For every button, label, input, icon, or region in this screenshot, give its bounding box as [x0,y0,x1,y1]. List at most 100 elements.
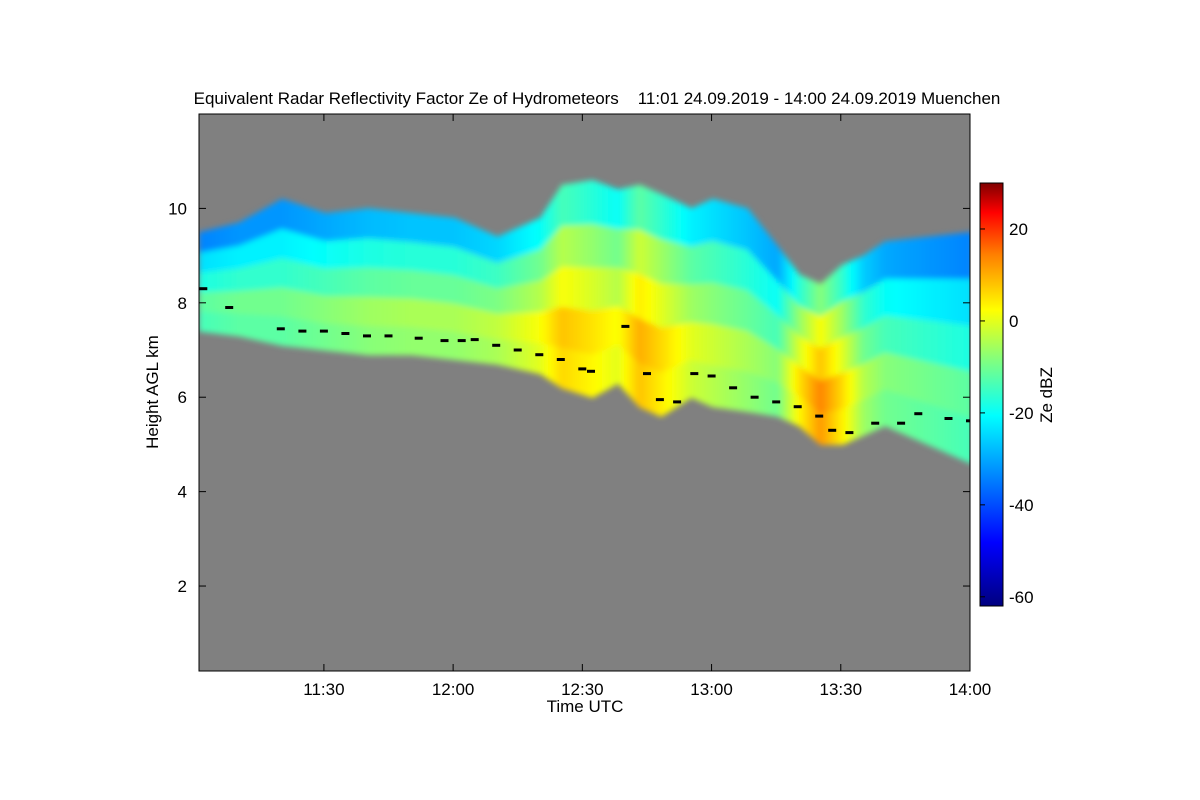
echo-cell [858,401,861,438]
echo-cell [905,317,909,358]
echo-cell [575,182,579,225]
echo-cell [244,290,247,315]
echo-cell [733,286,736,329]
echo-cell [606,348,609,390]
echo-cell [246,241,250,267]
echo-cell [791,328,794,361]
echo-cell [448,302,452,332]
echo-cell [412,326,415,356]
echo-cell [541,246,545,280]
echo-cell [924,237,928,279]
echo-cell [879,317,883,355]
echo-cell [283,316,286,347]
echo-cell [612,227,616,268]
echo-cell [765,232,769,270]
echo-cell [638,273,642,319]
echo-cell [827,343,831,378]
echo-cell [849,261,853,298]
echo-cell [670,367,674,410]
echo-cell [326,240,329,269]
echo-cell [457,247,461,277]
echo-cell [752,373,756,413]
echo-cell [896,316,900,356]
echo-cell [649,233,652,279]
echo-cell [476,255,480,283]
echo-cell [681,283,685,324]
echo-cell [233,246,237,269]
echo-cell [328,212,331,241]
echo-cell [724,202,728,245]
echo-cell [414,326,418,356]
echo-cell [199,232,202,253]
echo-cell [778,316,782,351]
colorbar-tick-label: -20 [1009,404,1034,423]
echo-cell [881,316,885,354]
echo-cell [916,278,919,320]
echo-cell [718,283,721,326]
echo-cell [586,180,590,225]
echo-cell [317,266,321,295]
echo-cell [914,318,917,360]
echo-cell [211,228,215,251]
echo-cell [470,252,474,281]
echo-cell [670,241,674,284]
echo-cell [672,241,676,284]
echo-cell [410,241,413,271]
echo-cell [239,313,243,337]
echo-cell [763,377,767,415]
echo-cell [216,291,219,313]
echo-cell [261,209,265,237]
echo-cell [810,405,814,438]
echo-cell [304,235,308,264]
echo-cell [959,413,962,460]
echo-cell [685,283,689,324]
echo-cell [487,337,491,364]
echo-cell [636,360,639,405]
echo-cell [851,260,855,297]
echo-cell [563,225,566,267]
y-tick-label: 10 [168,199,187,218]
echo-cell [438,301,441,331]
echo-cell [313,293,316,322]
echo-cell [817,346,820,380]
echo-cell [535,280,538,313]
echo-cell [743,248,747,290]
echo-cell [765,378,769,415]
x-axis-label: Time UTC [547,697,624,716]
echo-cell [274,315,278,345]
echo-cell [227,290,230,314]
echo-cell [287,288,291,318]
echo-cell [306,207,310,237]
echo-cell [343,239,347,268]
echo-cell [446,330,450,360]
echo-cell [851,403,855,441]
echo-cell [879,354,883,392]
echo-cell [746,370,749,412]
echo-cell [229,290,232,314]
echo-cell [567,183,571,226]
echo-cell [302,291,306,320]
echo-cell [444,301,448,331]
colorbar [979,182,1004,607]
echo-cell [315,321,319,350]
x-tick-label: 12:30 [561,680,604,699]
echo-cell [349,324,353,354]
echo-cell [636,185,639,230]
echo-cell [349,238,353,268]
echo-cell [463,277,467,306]
echo-cell [946,234,950,279]
echo-cell [386,268,390,298]
echo-cell [849,368,853,406]
echo-cell [431,300,435,330]
echo-cell [526,341,530,372]
echo-cell [321,267,325,296]
echo-cell [201,251,204,273]
echo-cell [877,282,881,320]
echo-cell [603,184,607,227]
echo-cell [252,264,256,290]
echo-cell [399,297,403,327]
echo-cell [287,201,291,231]
echo-cell [860,328,863,365]
echo-cell [403,212,407,242]
echo-cell [758,375,762,414]
